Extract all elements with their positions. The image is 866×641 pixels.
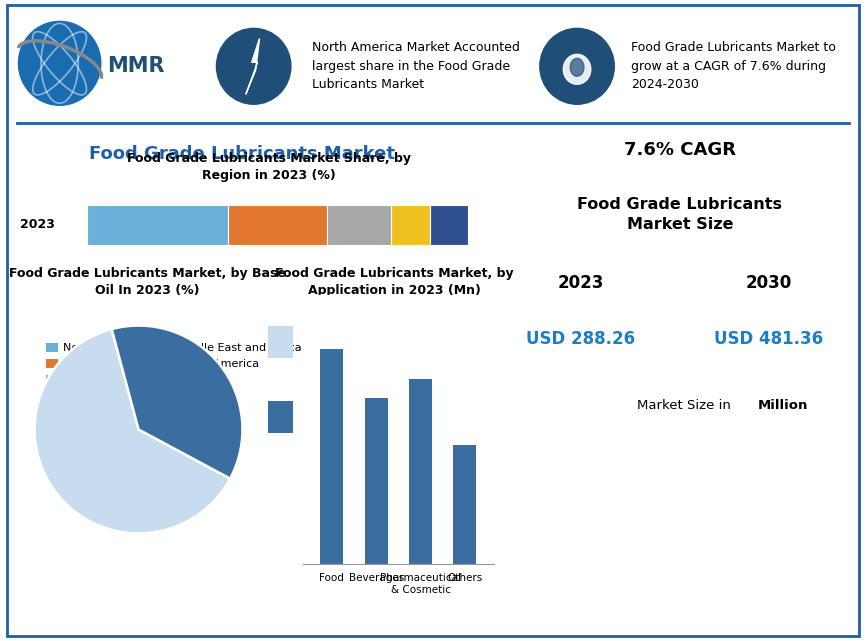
Text: Synthetic Oil: Synthetic Oil — [305, 411, 380, 424]
Bar — [268, 326, 294, 358]
Bar — [391, 205, 430, 245]
Bar — [365, 399, 388, 564]
Bar — [268, 401, 294, 433]
Text: Food Grade Lubricants Market to
grow at a CAGR of 7.6% during
2024-2030: Food Grade Lubricants Market to grow at … — [631, 41, 836, 91]
Bar — [430, 205, 468, 245]
Polygon shape — [564, 54, 591, 84]
Wedge shape — [112, 326, 242, 479]
Text: Food Grade Lubricants
Market Size: Food Grade Lubricants Market Size — [578, 197, 782, 231]
Bar — [453, 445, 476, 564]
Polygon shape — [246, 38, 260, 94]
Text: 2023: 2023 — [557, 274, 604, 292]
Bar — [87, 205, 228, 245]
Text: Food Grade Lubricants Market, by Base
Oil In 2023 (%): Food Grade Lubricants Market, by Base Oi… — [9, 267, 286, 297]
Wedge shape — [35, 329, 230, 533]
Bar — [409, 379, 432, 564]
Text: Mineral Oil: Mineral Oil — [305, 335, 368, 348]
Text: Food Grade Lubricants Market, by
Application in 2023 (Mn): Food Grade Lubricants Market, by Applica… — [275, 267, 514, 297]
Text: Market Size in: Market Size in — [637, 399, 735, 412]
Bar — [326, 205, 391, 245]
Text: MMR: MMR — [107, 56, 165, 76]
Text: 2023: 2023 — [20, 219, 55, 231]
Circle shape — [216, 28, 291, 104]
Text: USD 288.26: USD 288.26 — [526, 330, 635, 348]
Text: 7.6% CAGR: 7.6% CAGR — [624, 141, 736, 159]
Text: 2030: 2030 — [746, 274, 792, 292]
Text: Food Grade Lubricants Market: Food Grade Lubricants Market — [89, 145, 396, 163]
Text: Million: Million — [758, 399, 808, 412]
Legend: North America, Asia-Pacific, Europe, Middle East and Africa, South America: North America, Asia-Pacific, Europe, Mid… — [47, 343, 302, 385]
Bar — [320, 349, 344, 564]
Text: Food Grade Lubricants Market Share, by
Region in 2023 (%): Food Grade Lubricants Market Share, by R… — [126, 152, 410, 181]
Circle shape — [18, 21, 100, 105]
Bar — [228, 205, 326, 245]
Polygon shape — [570, 58, 584, 76]
Circle shape — [540, 28, 614, 104]
Text: North America Market Accounted
largest share in the Food Grade
Lubricants Market: North America Market Accounted largest s… — [313, 41, 520, 91]
Text: USD 481.36: USD 481.36 — [714, 330, 824, 348]
